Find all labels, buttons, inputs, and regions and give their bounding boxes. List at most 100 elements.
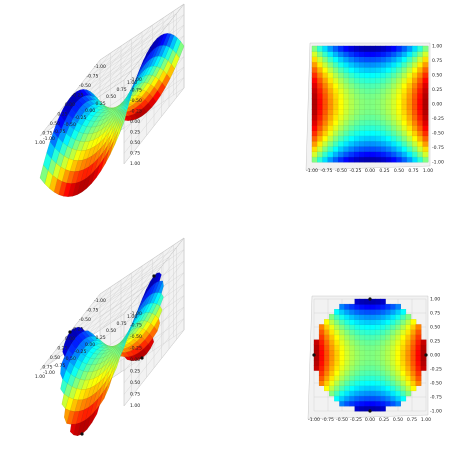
surface-patch <box>349 309 356 315</box>
surface-patch <box>374 405 381 412</box>
surface-patch <box>422 45 429 52</box>
surface-patch <box>396 93 403 100</box>
surface-patch <box>344 370 351 376</box>
surface-patch <box>405 329 412 336</box>
surface-patch <box>395 380 401 386</box>
surface-patch <box>375 146 381 152</box>
surface-patch <box>375 140 381 147</box>
surface-patch <box>354 109 360 115</box>
surface-patch <box>401 51 408 57</box>
y-tick-label: 1.00 <box>430 297 440 303</box>
surface-patch <box>348 114 355 121</box>
surface-patch <box>385 314 391 320</box>
surface-patch <box>349 329 356 336</box>
surface-patch <box>313 344 320 351</box>
surface-patch <box>329 349 335 356</box>
surface-patch <box>422 72 429 79</box>
surface-patch <box>369 339 376 346</box>
y-tick-label: 0.75 <box>117 321 127 327</box>
surface-patch <box>406 66 413 73</box>
surface-patch <box>405 370 412 376</box>
surface-patch <box>311 56 318 63</box>
surface-patch <box>338 72 345 79</box>
z-tick-label: 1.00 <box>130 161 140 167</box>
surface-patch <box>422 135 429 142</box>
x-tick-label: -0.75 <box>87 308 99 314</box>
surface-patch <box>332 98 339 105</box>
surface-patch <box>385 329 391 336</box>
surface-patch <box>396 109 403 115</box>
surface-patch <box>395 344 401 351</box>
z-tick-label: 0.25 <box>130 369 140 375</box>
surface-patch <box>401 82 408 89</box>
surface-patch <box>405 385 412 392</box>
surface-patch <box>406 88 413 94</box>
surface-patch <box>339 334 345 341</box>
surface-patch <box>390 82 397 89</box>
surface-patch <box>422 88 429 94</box>
y-tick-label: -0.75 <box>430 395 442 401</box>
surface-patch <box>369 400 376 407</box>
surface-patch <box>343 151 350 158</box>
surface-patch <box>339 354 345 361</box>
surface-patch <box>390 114 397 121</box>
surface-patch <box>339 303 345 310</box>
surface-patch <box>410 329 417 336</box>
surface-patch <box>354 77 360 84</box>
surface-patch <box>344 349 351 356</box>
surface-patch <box>318 339 325 346</box>
surface-patch <box>405 390 412 397</box>
surface-patch <box>422 61 429 68</box>
surface-patch <box>317 56 323 63</box>
surface-patch <box>410 344 417 351</box>
surface-patch <box>380 314 386 320</box>
point-marker <box>80 432 84 436</box>
surface-patch <box>369 61 376 68</box>
surface-patch <box>380 103 387 110</box>
surface-patch <box>385 151 392 158</box>
surface-patch <box>400 319 407 325</box>
surface-patch <box>380 146 387 152</box>
surface-patch <box>401 156 408 163</box>
surface-patch <box>390 103 397 110</box>
surface-patch <box>375 45 381 52</box>
y-tick-label: -0.25 <box>432 116 444 122</box>
surface-patch <box>380 298 386 305</box>
surface-patch <box>380 72 387 79</box>
surface-patch <box>380 390 386 397</box>
surface-patch <box>415 334 422 341</box>
surface-patch <box>400 395 407 402</box>
surface-patch <box>415 339 422 346</box>
surface-patch <box>390 390 396 397</box>
surface-patch <box>354 130 360 137</box>
surface-patch <box>406 135 413 142</box>
surface-patch <box>369 135 376 142</box>
surface-patch <box>380 156 387 163</box>
surface-patch <box>343 72 350 79</box>
surface-patch <box>369 309 376 315</box>
surface-patch <box>364 103 371 110</box>
surface-patch <box>322 124 329 131</box>
surface-patch <box>375 109 381 115</box>
surface-patch <box>317 130 323 137</box>
x-tick-label: -0.50 <box>336 417 348 423</box>
z-tick-label: -0.50 <box>130 98 142 104</box>
surface-patch <box>327 72 334 79</box>
surface-patch <box>385 390 391 397</box>
surface-patch <box>385 93 392 100</box>
surface-patch <box>369 354 376 361</box>
surface-patch <box>385 146 392 152</box>
surface-patch <box>344 309 351 315</box>
surface-patch <box>343 103 350 110</box>
surface-patch <box>348 130 355 137</box>
surface-patch <box>395 319 401 325</box>
surface-patch <box>412 156 418 163</box>
surface-patch <box>385 344 391 351</box>
surface-patch <box>420 359 427 366</box>
y-tick-label: 0.00 <box>85 108 95 114</box>
z-tick-label: 0.25 <box>130 130 140 136</box>
surface-patch <box>348 135 355 142</box>
surface-patch <box>380 319 386 325</box>
x-tick-label: -1.00 <box>306 168 318 174</box>
